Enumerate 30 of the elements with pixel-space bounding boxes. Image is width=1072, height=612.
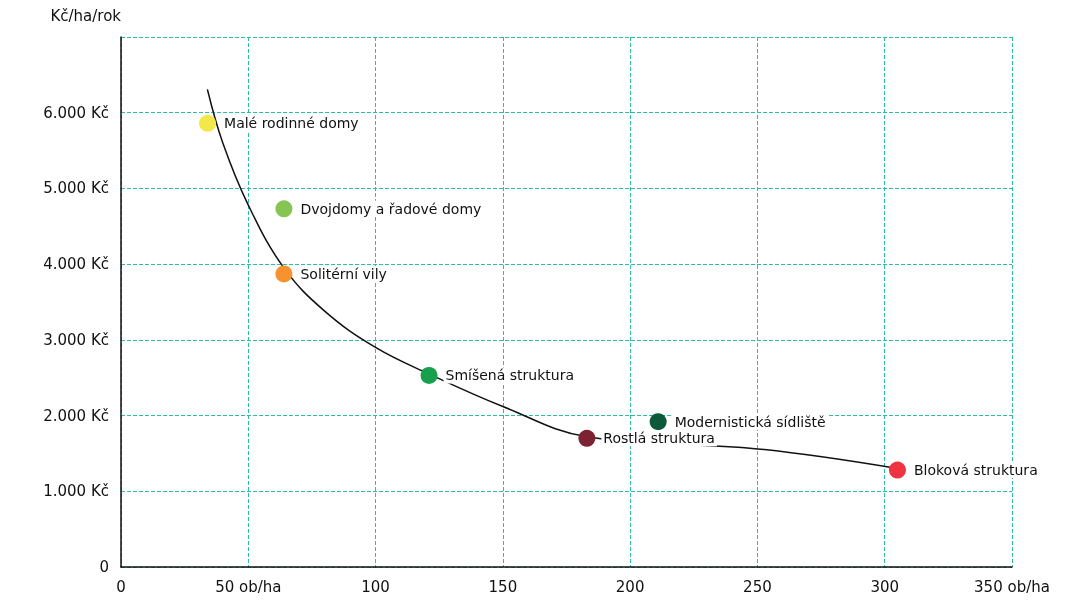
y-axis-title: Kč/ha/rok [50,6,122,25]
point [275,265,293,283]
point [275,200,293,218]
y-tick-label: 5.000 Kč [43,179,109,198]
series-label: Modernistická sídliště [674,413,826,430]
y-tick-label: 0 [99,558,109,576]
series-label: Solitérní vily [300,265,387,282]
x-tick-label: 300 [870,577,900,596]
y-tick-label: 2.000 Kč [43,406,109,425]
y-tick-label: 6.000 Kč [43,103,109,122]
series-label: Malé rodinné domy [224,115,359,132]
series-label: Dvojdomy a řadové domy [300,200,482,217]
x-tick-label: 250 [743,577,772,596]
y-tick-label: 4.000 Kč [43,255,109,274]
point [649,413,667,431]
y-tick-label: 3.000 Kč [43,330,109,349]
x-tick-label: 200 [615,577,645,596]
x-tick-label: 350 ob/ha [974,577,1050,596]
x-tick-label: 100 [361,577,390,596]
point [888,461,906,479]
point [199,114,217,132]
point [420,366,438,384]
x-tick-label: 50 ob/ha [215,577,282,596]
point [578,429,596,447]
series-label: Smíšená struktura [445,367,574,384]
x-tick-label: 0 [116,577,126,596]
series-label: Rostlá struktura [603,430,715,447]
y-tick-label: 1.000 Kč [43,482,109,501]
x-tick-label: 150 [488,577,518,596]
series-label: Bloková struktura [913,462,1038,479]
